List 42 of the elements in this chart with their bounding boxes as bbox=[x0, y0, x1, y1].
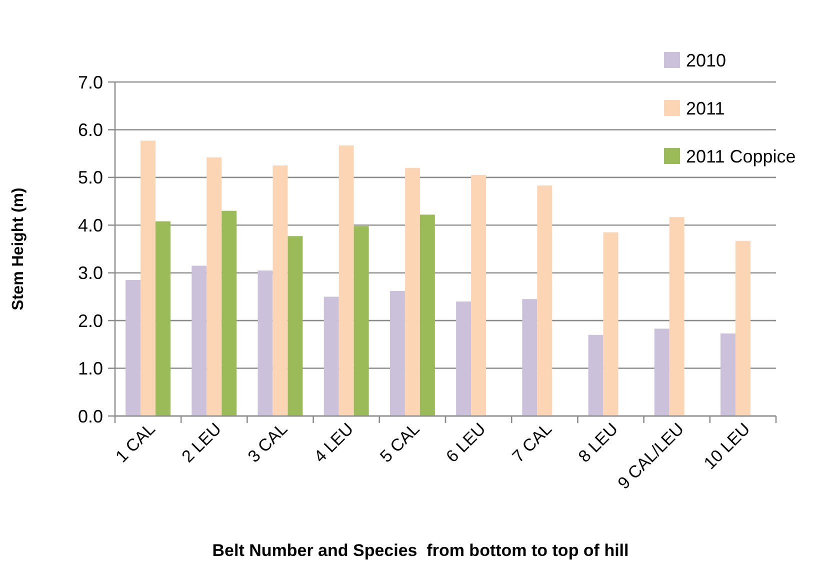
y-tick-label: 2.0 bbox=[78, 310, 103, 331]
y-tick-label: 4.0 bbox=[78, 215, 103, 236]
y-tick-label: 1.0 bbox=[78, 358, 103, 379]
bar bbox=[192, 266, 207, 416]
x-tick-label: 5 CAL bbox=[376, 419, 424, 466]
y-tick-label: 7.0 bbox=[78, 72, 103, 92]
bar bbox=[354, 226, 369, 416]
bar bbox=[603, 232, 618, 416]
x-tick-label: 7 CAL bbox=[508, 419, 556, 466]
legend-label: 2010 bbox=[686, 50, 726, 70]
bar bbox=[669, 217, 684, 416]
bar bbox=[126, 280, 141, 416]
y-tick-label: 6.0 bbox=[78, 120, 103, 140]
bar bbox=[258, 270, 273, 416]
bar bbox=[140, 140, 156, 416]
y-axis-title: Stem Height (m) bbox=[10, 188, 27, 310]
bar bbox=[420, 214, 435, 416]
bar bbox=[588, 334, 604, 416]
legend-label: 2011 bbox=[686, 98, 725, 118]
bar bbox=[654, 328, 670, 416]
bar bbox=[720, 333, 736, 416]
y-tick-label: 0.0 bbox=[78, 406, 103, 426]
bar bbox=[324, 296, 339, 416]
bar bbox=[522, 299, 538, 416]
bar bbox=[456, 301, 472, 416]
bar bbox=[735, 240, 750, 416]
y-tick-label: 5.0 bbox=[78, 168, 103, 188]
bar bbox=[404, 168, 420, 416]
bar bbox=[272, 166, 288, 416]
bar bbox=[471, 175, 486, 416]
bar bbox=[206, 157, 222, 416]
legend-label: 2011 Coppice bbox=[686, 146, 796, 166]
bar bbox=[288, 236, 303, 416]
bar bbox=[222, 210, 237, 416]
bar bbox=[537, 186, 552, 416]
x-tick-label: 1 CAL bbox=[112, 419, 159, 466]
bar bbox=[156, 221, 171, 416]
y-tick-label: 3.0 bbox=[78, 263, 103, 284]
bar bbox=[338, 145, 354, 416]
x-axis-title: Belt Number and Species from bottom to top of hill bbox=[212, 541, 629, 560]
x-tick-label: 3 CAL bbox=[244, 419, 292, 466]
bar bbox=[390, 290, 405, 416]
